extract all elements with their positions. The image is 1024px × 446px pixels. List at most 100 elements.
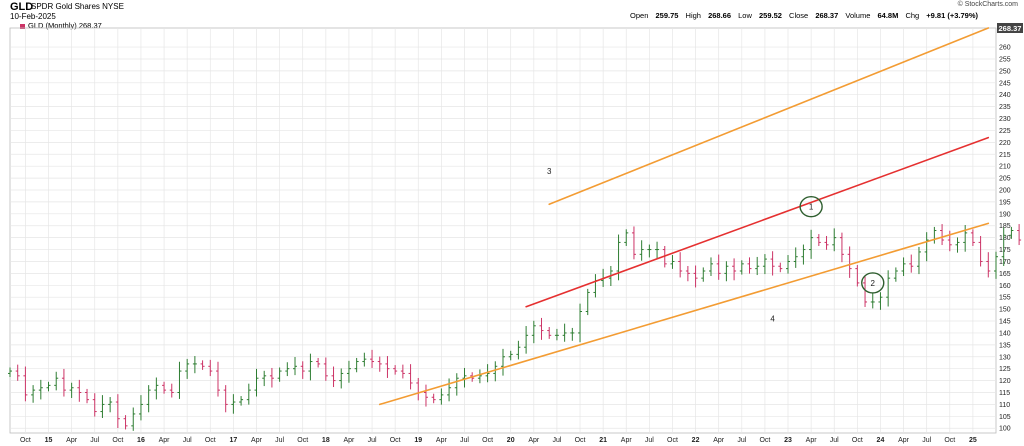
ohlc-bar xyxy=(300,361,305,379)
ohlc-bar xyxy=(362,352,367,367)
ohlc-bar xyxy=(108,397,113,413)
ohlc-bar xyxy=(431,393,436,404)
ohlc-bar xyxy=(123,415,128,430)
x-tick-label: Oct xyxy=(944,437,955,444)
ohlc-bar xyxy=(308,353,313,381)
ohlc-bar xyxy=(485,364,490,383)
ohlc-bar xyxy=(346,360,351,383)
x-tick-label: Apr xyxy=(159,437,171,444)
ohlc-bar xyxy=(208,359,213,377)
ohlc-bar xyxy=(855,265,860,287)
x-tick-label: Apr xyxy=(251,437,263,444)
ohlc-bar xyxy=(185,358,190,379)
x-tick-label: Apr xyxy=(713,437,725,444)
ohlc-bar xyxy=(8,367,12,378)
channel-upper-line xyxy=(548,27,990,206)
ticker-symbol: GLD xyxy=(10,1,34,13)
chg-value: +9.81 (+3.79%) xyxy=(926,11,978,20)
ohlc-bar xyxy=(100,395,105,418)
ohlc-bar xyxy=(1009,226,1014,239)
ohlc-bar xyxy=(38,379,43,400)
ohlc-bar xyxy=(1001,227,1006,266)
x-tick-label: Apr xyxy=(806,437,818,444)
ohlc-bar xyxy=(839,232,844,263)
x-tick-label: Apr xyxy=(436,437,448,444)
y-tick-label: 250 xyxy=(999,68,1011,75)
ohlc-bar xyxy=(955,237,960,253)
x-tick-label: Jul xyxy=(830,437,839,444)
x-tick-label: Apr xyxy=(621,437,633,444)
ohlc-bar xyxy=(493,361,498,382)
ohlc-readout: Open 259.75 High 268.66 Low 259.52 Close… xyxy=(630,11,978,20)
ohlc-bar xyxy=(809,229,814,259)
ohlc-bar xyxy=(285,362,290,377)
y-tick-label: 215 xyxy=(999,152,1011,159)
ohlc-bar xyxy=(932,226,937,244)
chg-label: Chg xyxy=(905,11,920,20)
ohlc-bar xyxy=(239,396,244,406)
ohlc-bar xyxy=(323,357,328,381)
y-tick-label: 185 xyxy=(999,223,1011,230)
y-tick-label: 145 xyxy=(999,319,1011,326)
x-tick-label: Oct xyxy=(759,437,770,444)
ohlc-bar xyxy=(693,265,698,288)
x-tick-label: Oct xyxy=(112,437,123,444)
ohlc-bar xyxy=(77,379,82,402)
ohlc-bar xyxy=(331,366,336,388)
ohlc-bar xyxy=(146,385,151,413)
y-tick-label: 235 xyxy=(999,104,1011,111)
ohlc-bar xyxy=(69,382,74,398)
x-tick-label: Apr xyxy=(898,437,910,444)
ohlc-bar xyxy=(755,256,760,276)
x-tick-label: Apr xyxy=(343,437,355,444)
y-tick-label: 220 xyxy=(999,140,1011,147)
x-tick-label: Oct xyxy=(852,437,863,444)
volume-value: 64.8M xyxy=(877,11,899,20)
y-tick-label: 190 xyxy=(999,211,1011,218)
ohlc-bar xyxy=(786,255,791,274)
ohlc-bar xyxy=(670,255,675,269)
ohlc-bar xyxy=(439,388,444,405)
ohlc-bar xyxy=(631,226,636,260)
y-tick-label: 205 xyxy=(999,176,1011,183)
last-price-label: 268.37 xyxy=(999,24,1022,33)
ohlc-bar xyxy=(585,288,590,316)
ohlc-bar xyxy=(554,328,559,341)
low-label: Low xyxy=(738,11,752,20)
ohlc-bar xyxy=(701,267,706,282)
y-tick-label: 135 xyxy=(999,342,1011,349)
ohlc-bar xyxy=(647,244,652,258)
close-label: Close xyxy=(789,11,809,20)
annotation-label: 2 xyxy=(871,279,876,288)
ohlc-bar xyxy=(547,326,552,339)
stockcharts-credit: © StockCharts.com xyxy=(957,1,1018,8)
x-tick-label: Jul xyxy=(368,437,377,444)
ohlc-bar xyxy=(578,303,583,343)
ohlc-bar xyxy=(370,349,375,368)
x-tick-label: Jul xyxy=(275,437,284,444)
ohlc-bar xyxy=(909,254,914,273)
x-tick-label: Oct xyxy=(575,437,586,444)
x-tick-label: Jul xyxy=(90,437,99,444)
ohlc-bar xyxy=(115,394,120,428)
ohlc-bar xyxy=(724,261,729,282)
ohlc-bar xyxy=(15,364,20,381)
x-tick-label: Oct xyxy=(205,437,216,444)
y-tick-label: 125 xyxy=(999,366,1011,373)
y-tick-label: 230 xyxy=(999,116,1011,123)
close-value: 268.37 xyxy=(815,11,839,20)
ohlc-bar xyxy=(316,357,321,368)
x-tick-label: 22 xyxy=(692,437,700,444)
x-tick-label: Jul xyxy=(922,437,931,444)
y-tick-label: 170 xyxy=(999,259,1011,266)
x-tick-label: Oct xyxy=(482,437,493,444)
ohlc-bar xyxy=(508,350,513,361)
security-name-text: SPDR Gold Shares xyxy=(31,2,100,11)
ohlc-bar xyxy=(269,367,274,388)
channel-mid-line xyxy=(525,136,990,308)
channel-lower-line xyxy=(378,222,990,406)
ohlc-bar xyxy=(732,258,737,281)
ohlc-bar xyxy=(639,240,644,261)
